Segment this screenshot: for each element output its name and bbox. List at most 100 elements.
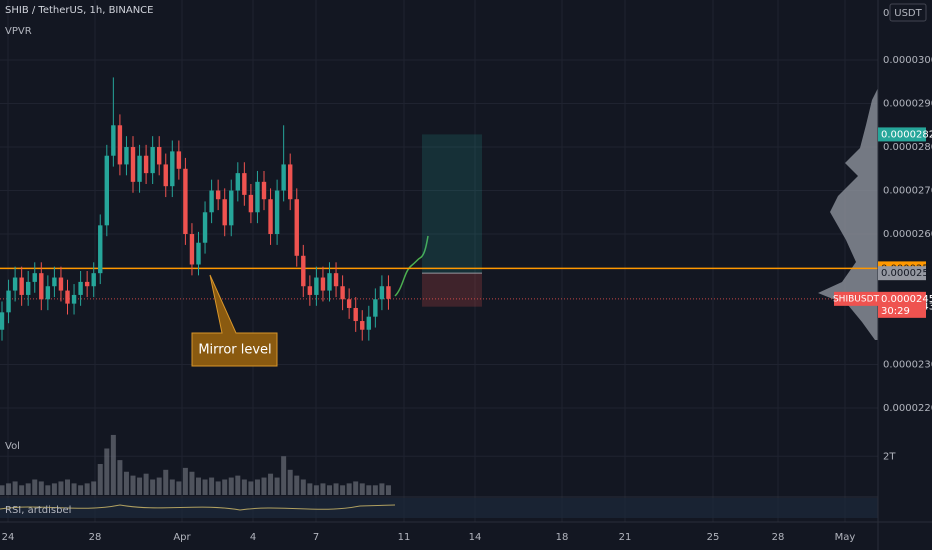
volume-bar bbox=[248, 481, 254, 495]
y-tick-label: 0.00003000 bbox=[883, 55, 932, 66]
x-tick-label: 28 bbox=[772, 532, 785, 543]
candle-body bbox=[150, 147, 155, 174]
price-tag bbox=[878, 127, 926, 142]
candle-body bbox=[202, 212, 208, 243]
volume-bar bbox=[137, 477, 143, 495]
symbol-tag-text: SHIBUSDT bbox=[833, 294, 880, 304]
volume-bar bbox=[340, 485, 346, 495]
volume-bar bbox=[182, 467, 188, 495]
candle-body bbox=[294, 199, 299, 256]
volume-bar bbox=[32, 479, 38, 495]
volume-bar bbox=[346, 483, 352, 495]
candle-body bbox=[52, 277, 57, 287]
volume-bar bbox=[222, 479, 228, 495]
volume-bar bbox=[38, 481, 44, 495]
volume-bar bbox=[235, 475, 241, 495]
volume-bar bbox=[71, 483, 77, 495]
candle-body bbox=[157, 147, 162, 165]
candle-body bbox=[12, 277, 18, 291]
x-tick-label: 11 bbox=[398, 532, 411, 543]
candle-body bbox=[111, 125, 116, 156]
candle-body bbox=[58, 277, 64, 291]
volume-bar bbox=[156, 477, 162, 495]
candle-body bbox=[91, 273, 96, 287]
volume-bar bbox=[261, 477, 267, 495]
volume-tick-label: 2T bbox=[883, 451, 896, 462]
volume-bar bbox=[84, 483, 90, 495]
candle-body bbox=[288, 164, 293, 200]
symbol-title: SHIB / TetherUS, 1h, BINANCE bbox=[5, 5, 153, 16]
candle-body bbox=[386, 286, 391, 299]
candle-body bbox=[124, 147, 129, 165]
volume-bar bbox=[202, 479, 208, 495]
y-tick-label: 0.00002700 bbox=[883, 186, 932, 197]
volume-bar bbox=[189, 471, 195, 495]
volume-bar bbox=[196, 477, 201, 495]
candle-body bbox=[360, 321, 365, 330]
volume-bar bbox=[287, 469, 293, 495]
rsi-label: RSI, artdisbel bbox=[5, 505, 71, 516]
rsi-band bbox=[0, 498, 878, 518]
volume-bar bbox=[104, 448, 110, 495]
rsi-line bbox=[0, 504, 396, 511]
volume-bar bbox=[143, 473, 149, 495]
candle-body bbox=[320, 277, 326, 291]
price-tag-text: 0.00002829 bbox=[881, 129, 932, 140]
y-tick-label: 0.00002900 bbox=[883, 99, 932, 110]
volume-bar bbox=[274, 477, 280, 495]
candle-body bbox=[71, 294, 77, 304]
volume-bar bbox=[150, 479, 156, 495]
annotation-text: Mirror level bbox=[198, 343, 271, 358]
candle-body bbox=[235, 173, 240, 191]
candle-body bbox=[255, 181, 260, 213]
x-tick-label: 4 bbox=[250, 532, 256, 543]
candle-body bbox=[281, 164, 286, 191]
candle-body bbox=[0, 312, 5, 330]
volume-bar bbox=[209, 477, 215, 495]
x-tick-label: 25 bbox=[707, 532, 720, 543]
candle-body bbox=[346, 299, 352, 308]
volume-bar bbox=[0, 485, 5, 495]
x-tick-label: 24 bbox=[2, 532, 15, 543]
candle-body bbox=[6, 290, 11, 313]
indicator-label: VPVR bbox=[5, 26, 32, 37]
volume-bar bbox=[353, 481, 359, 495]
candle-body bbox=[45, 286, 51, 300]
candle-body bbox=[117, 125, 123, 165]
countdown-text: 30:29 bbox=[881, 306, 910, 317]
y-tick-label: 0.00002600 bbox=[883, 229, 932, 240]
candle-body bbox=[314, 277, 319, 295]
volume-bar bbox=[97, 464, 103, 495]
target-zone bbox=[422, 134, 482, 274]
candle-body bbox=[229, 190, 234, 226]
volume-bar bbox=[320, 483, 326, 495]
candle-body bbox=[19, 277, 24, 295]
candle-body bbox=[170, 151, 175, 187]
candle-body bbox=[104, 155, 109, 226]
volume-bar bbox=[241, 479, 247, 495]
candle-body bbox=[32, 273, 37, 282]
candle-body bbox=[143, 155, 149, 174]
x-tick-label: 28 bbox=[89, 532, 102, 543]
currency-button[interactable] bbox=[889, 3, 927, 22]
volume-bar bbox=[65, 479, 70, 495]
volume-bar bbox=[385, 485, 391, 495]
candle-body bbox=[215, 190, 221, 200]
projection-path bbox=[394, 235, 429, 297]
volume-bar bbox=[300, 479, 306, 495]
candle-body bbox=[340, 286, 345, 300]
x-tick-label: 21 bbox=[619, 532, 632, 543]
candle-body bbox=[222, 199, 227, 226]
volume-bar bbox=[51, 483, 57, 495]
volume-bar bbox=[130, 475, 136, 495]
currency-label[interactable]: USDT bbox=[894, 8, 922, 19]
volume-bar bbox=[294, 475, 300, 495]
candle-body bbox=[183, 168, 188, 235]
volume-bar bbox=[45, 485, 51, 495]
volume-bar bbox=[268, 473, 274, 495]
candle-body bbox=[26, 281, 31, 295]
volume-bar bbox=[25, 483, 31, 495]
